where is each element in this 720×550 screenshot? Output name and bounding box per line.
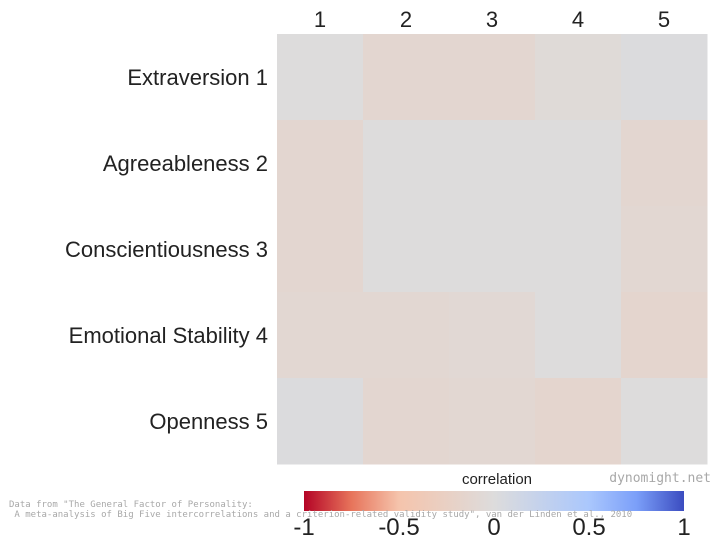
heatmap-cell-r3-c2 bbox=[363, 206, 450, 293]
heatmap-cell-r1-c4 bbox=[535, 34, 622, 121]
heatmap-cell-r4-c3 bbox=[449, 292, 536, 379]
heatmap-cell-r3-c5 bbox=[621, 206, 708, 293]
colorbar-tick-0: -1 bbox=[293, 514, 314, 541]
source-note-line2: A meta-analysis of Big Five intercorrela… bbox=[9, 510, 632, 520]
heatmap-cell-r2-c5 bbox=[621, 120, 708, 207]
heatmap-cell-r3-c3 bbox=[449, 206, 536, 293]
colorbar-tick-3: 0.5 bbox=[572, 514, 605, 541]
colorbar-tick-2: 0 bbox=[487, 514, 500, 541]
heatmap-cell-r3-c4 bbox=[535, 206, 622, 293]
row-labels: Extraversion 1 Agreeableness 2 Conscientio… bbox=[65, 65, 268, 434]
heatmap-cell-r1-c2 bbox=[363, 34, 450, 121]
column-label-5: 5 bbox=[658, 7, 670, 32]
watermark: dynomight.net bbox=[609, 471, 711, 486]
row-label-4: Emotional Stability 4 bbox=[69, 323, 268, 348]
column-label-1: 1 bbox=[314, 7, 326, 32]
heatmap-cell-r2-c2 bbox=[363, 120, 450, 207]
heatmap-cell-r4-c5 bbox=[621, 292, 708, 379]
heatmap-cell-r4-c4 bbox=[535, 292, 622, 379]
colorbar bbox=[304, 491, 684, 511]
heatmap-cells bbox=[277, 34, 708, 465]
column-label-4: 4 bbox=[572, 7, 584, 32]
heatmap-cell-r2-c1 bbox=[277, 120, 364, 207]
heatmap-cell-r5-c2 bbox=[363, 378, 450, 465]
row-label-2: Agreeableness 2 bbox=[103, 151, 268, 176]
column-label-3: 3 bbox=[486, 7, 498, 32]
heatmap-cell-r5-c1 bbox=[277, 378, 364, 465]
colorbar-tick-4: 1 bbox=[677, 514, 690, 541]
heatmap-cell-r5-c3 bbox=[449, 378, 536, 465]
heatmap-cell-r5-c4 bbox=[535, 378, 622, 465]
heatmap-cell-r1-c3 bbox=[449, 34, 536, 121]
heatmap-cell-r2-c3 bbox=[449, 120, 536, 207]
colorbar-label: correlation bbox=[462, 471, 532, 488]
heatmap-cell-r4-c2 bbox=[363, 292, 450, 379]
column-label-2: 2 bbox=[400, 7, 412, 32]
heatmap-cell-r4-c1 bbox=[277, 292, 364, 379]
row-label-3: Conscientiousness 3 bbox=[65, 237, 268, 262]
colorbar-ticks: -1 -0.5 0 0.5 1 bbox=[293, 514, 690, 541]
heatmap-cell-r1-c1 bbox=[277, 34, 364, 121]
heatmap-cell-r2-c4 bbox=[535, 120, 622, 207]
column-labels: 1 2 3 4 5 bbox=[314, 7, 670, 32]
heatmap-cell-r5-c5 bbox=[621, 378, 708, 465]
row-label-5: Openness 5 bbox=[149, 409, 268, 434]
heatmap-cell-r1-c5 bbox=[621, 34, 708, 121]
row-label-1: Extraversion 1 bbox=[127, 65, 268, 90]
source-note-line1: Data from "The General Factor of Persona… bbox=[9, 500, 253, 510]
colorbar-tick-1: -0.5 bbox=[378, 514, 419, 541]
heatmap-cell-r3-c1 bbox=[277, 206, 364, 293]
